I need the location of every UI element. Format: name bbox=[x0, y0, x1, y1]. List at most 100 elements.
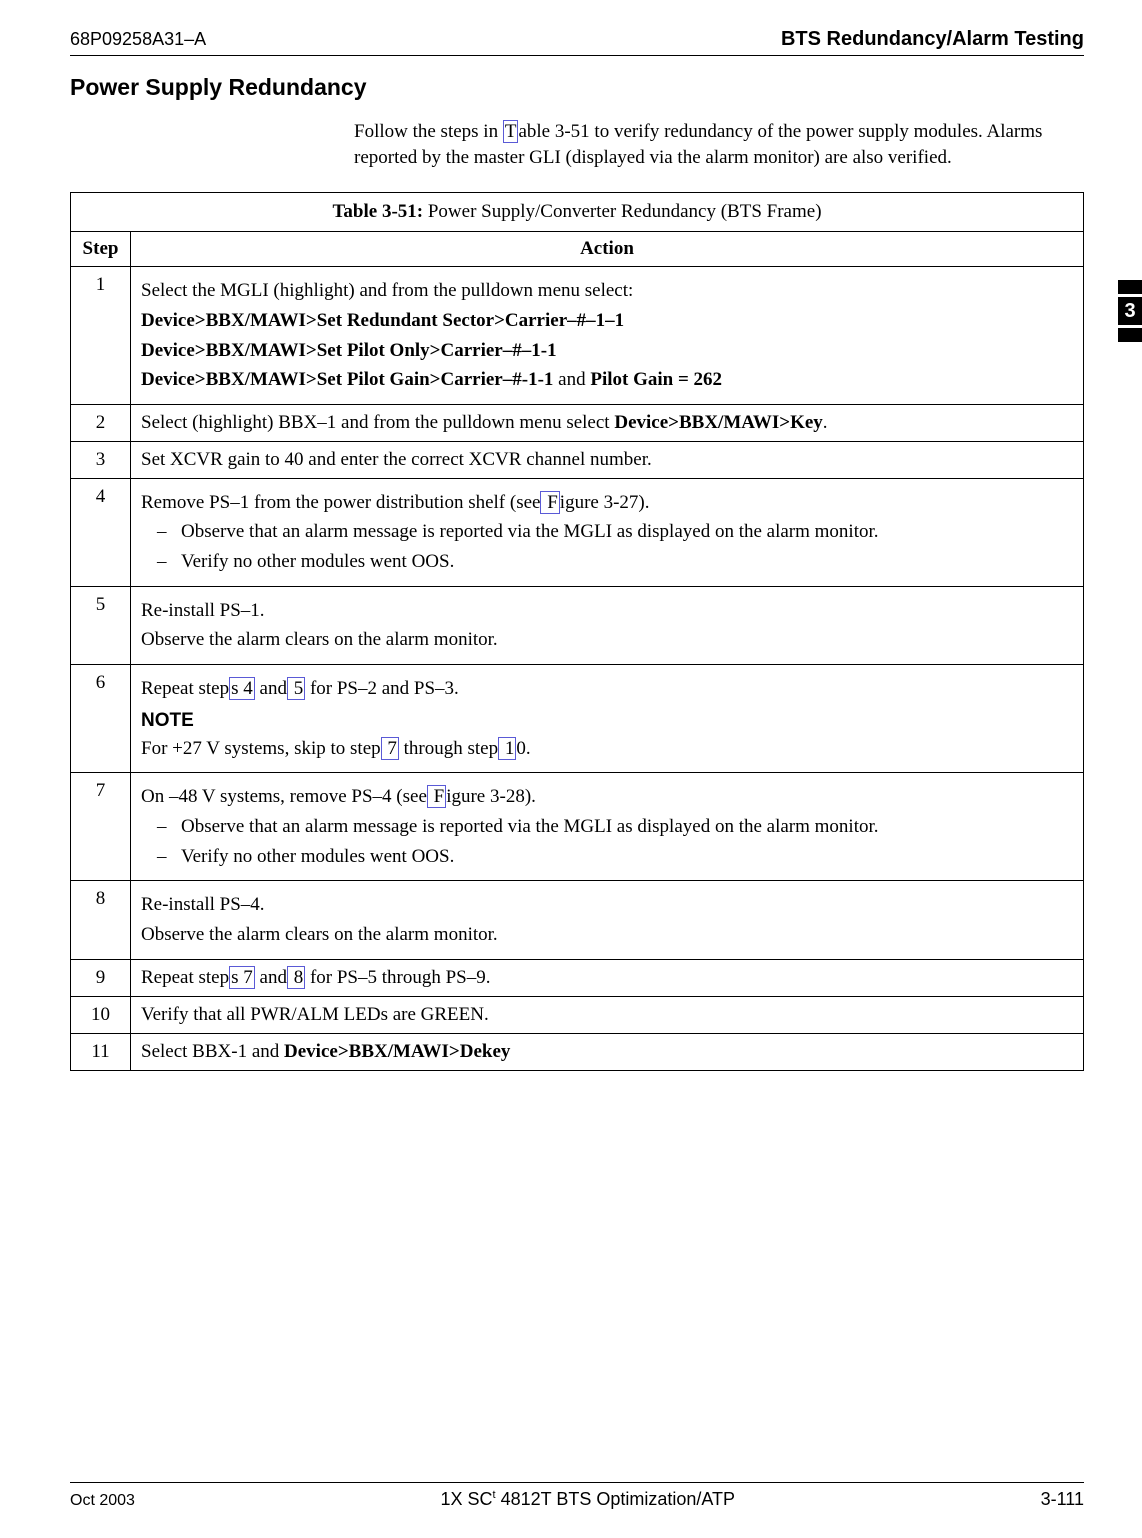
page-header: 68P09258A31–A BTS Redundancy/Alarm Testi… bbox=[70, 28, 1084, 51]
step-number: 9 bbox=[71, 959, 131, 996]
action-text: Select the MGLI (highlight) and from the… bbox=[141, 278, 1073, 304]
bullet-text: Observe that an alarm message is reporte… bbox=[181, 814, 879, 840]
table-row: 11 Select BBX-1 and Device>BBX/MAWI>Deke… bbox=[71, 1033, 1084, 1070]
action-text: On –48 V systems, remove PS–4 (see Figur… bbox=[141, 784, 1073, 810]
step-ref-link[interactable]: 5 bbox=[287, 677, 305, 700]
step-number: 1 bbox=[71, 267, 131, 405]
bullet-text: Observe that an alarm message is reporte… bbox=[181, 519, 879, 545]
action-text: . bbox=[823, 412, 828, 433]
step-ref-link[interactable]: 7 bbox=[381, 737, 399, 760]
tab-block bbox=[1118, 280, 1142, 294]
action-text: Re-install PS–4. bbox=[141, 892, 1073, 918]
table-row: 6 Repeat steps 4 and 5 for PS–2 and PS–3… bbox=[71, 665, 1084, 773]
menu-path-part: Pilot Gain = 262 bbox=[590, 369, 722, 390]
action-cell: Remove PS–1 from the power distribution … bbox=[131, 478, 1084, 586]
table-title-rest: Power Supply/Converter Redundancy (BTS F… bbox=[428, 201, 822, 222]
menu-path: Device>BBX/MAWI>Set Pilot Gain>Carrier–#… bbox=[141, 367, 1073, 393]
tab-block bbox=[1118, 328, 1142, 342]
action-text-part: and bbox=[255, 967, 287, 988]
footer-doc-title: 1X SCt 4812T BTS Optimization/ATP bbox=[441, 1489, 736, 1510]
action-cell: Re-install PS–4. Observe the alarm clear… bbox=[131, 881, 1084, 959]
menu-path: Device>BBX/MAWI>Set Pilot Only>Carrier–#… bbox=[141, 338, 1073, 364]
step-ref-link[interactable]: s 7 bbox=[229, 966, 255, 989]
intro-text-before: Follow the steps in bbox=[354, 121, 503, 142]
section-heading: Power Supply Redundancy bbox=[70, 74, 1084, 101]
bullet-item: – Observe that an alarm message is repor… bbox=[157, 814, 1073, 840]
bullet-item: – Verify no other modules went OOS. bbox=[157, 844, 1073, 870]
action-text-part: for PS–5 through PS–9. bbox=[305, 967, 490, 988]
action-cell: Set XCVR gain to 40 and enter the correc… bbox=[131, 441, 1084, 478]
figure-ref-link[interactable]: F bbox=[427, 785, 446, 808]
action-text-part: igure 3-28). bbox=[446, 786, 536, 807]
table-row: 7 On –48 V systems, remove PS–4 (see Fig… bbox=[71, 773, 1084, 881]
bullet-dash: – bbox=[157, 814, 181, 840]
chapter-tab: 3 bbox=[1118, 280, 1142, 342]
step-number: 4 bbox=[71, 478, 131, 586]
table-row: 1 Select the MGLI (highlight) and from t… bbox=[71, 267, 1084, 405]
menu-path: Device>BBX/MAWI>Key bbox=[614, 412, 822, 433]
tab-number: 3 bbox=[1118, 297, 1142, 325]
doc-number: 68P09258A31–A bbox=[70, 29, 206, 50]
table-row: 3 Set XCVR gain to 40 and enter the corr… bbox=[71, 441, 1084, 478]
footer-date: Oct 2003 bbox=[70, 1492, 135, 1510]
action-text-part: Repeat step bbox=[141, 678, 229, 699]
action-text: and bbox=[553, 369, 590, 390]
footer-page-number: 3-111 bbox=[1041, 1489, 1084, 1510]
step-number: 3 bbox=[71, 441, 131, 478]
page: 68P09258A31–A BTS Redundancy/Alarm Testi… bbox=[0, 0, 1142, 1538]
menu-path-part: Device>BBX/MAWI>Set Pilot Gain>Carrier–#… bbox=[141, 369, 553, 390]
action-text: For +27 V systems, skip to step 7 throug… bbox=[141, 736, 1073, 762]
step-number: 10 bbox=[71, 996, 131, 1033]
step-ref-link[interactable]: 1 bbox=[498, 737, 516, 760]
table-row: 9 Repeat steps 7 and 8 for PS–5 through … bbox=[71, 959, 1084, 996]
table-title-prefix: Table 3-51: bbox=[332, 201, 427, 222]
step-number: 7 bbox=[71, 773, 131, 881]
action-cell: Select (highlight) BBX–1 and from the pu… bbox=[131, 404, 1084, 441]
menu-path: Device>BBX/MAWI>Set Redundant Sector>Car… bbox=[141, 308, 1073, 334]
action-text: Observe the alarm clears on the alarm mo… bbox=[141, 922, 1073, 948]
action-cell: Verify that all PWR/ALM LEDs are GREEN. bbox=[131, 996, 1084, 1033]
bullet-item: – Verify no other modules went OOS. bbox=[157, 549, 1073, 575]
col-header-action: Action bbox=[131, 232, 1084, 267]
action-text-part: and bbox=[255, 678, 287, 699]
action-text-part: On –48 V systems, remove PS–4 (see bbox=[141, 786, 427, 807]
action-text: Observe the alarm clears on the alarm mo… bbox=[141, 627, 1073, 653]
step-number: 6 bbox=[71, 665, 131, 773]
action-text-part: For +27 V systems, skip to step bbox=[141, 738, 381, 759]
action-cell: Repeat steps 7 and 8 for PS–5 through PS… bbox=[131, 959, 1084, 996]
header-rule bbox=[70, 55, 1084, 56]
bullet-dash: – bbox=[157, 549, 181, 575]
footer-row: Oct 2003 1X SCt 4812T BTS Optimization/A… bbox=[70, 1489, 1084, 1510]
action-text-part: igure 3-27). bbox=[560, 492, 650, 513]
bullet-text: Verify no other modules went OOS. bbox=[181, 549, 454, 575]
figure-ref-link[interactable]: F bbox=[540, 491, 559, 514]
bullet-text: Verify no other modules went OOS. bbox=[181, 844, 454, 870]
page-footer: Oct 2003 1X SCt 4812T BTS Optimization/A… bbox=[70, 1482, 1084, 1510]
menu-path: Device>BBX/MAWI>Dekey bbox=[284, 1041, 510, 1062]
action-cell: Repeat steps 4 and 5 for PS–2 and PS–3. … bbox=[131, 665, 1084, 773]
bullet-dash: – bbox=[157, 844, 181, 870]
action-text-part: for PS–2 and PS–3. bbox=[305, 678, 459, 699]
action-cell: Re-install PS–1. Observe the alarm clear… bbox=[131, 586, 1084, 664]
table-title-cell: Table 3-51: Power Supply/Converter Redun… bbox=[71, 193, 1084, 232]
action-cell: On –48 V systems, remove PS–4 (see Figur… bbox=[131, 773, 1084, 881]
step-ref-link[interactable]: 8 bbox=[287, 966, 305, 989]
step-number: 2 bbox=[71, 404, 131, 441]
table-row: 10 Verify that all PWR/ALM LEDs are GREE… bbox=[71, 996, 1084, 1033]
table-row: 5 Re-install PS–1. Observe the alarm cle… bbox=[71, 586, 1084, 664]
table-row: 8 Re-install PS–4. Observe the alarm cle… bbox=[71, 881, 1084, 959]
action-text-part: 0. bbox=[516, 738, 530, 759]
action-text: Select (highlight) BBX–1 and from the pu… bbox=[141, 412, 614, 433]
bullet-dash: – bbox=[157, 519, 181, 545]
action-text: Select BBX-1 and bbox=[141, 1041, 284, 1062]
table-ref-link[interactable]: T bbox=[503, 120, 519, 143]
note-heading: NOTE bbox=[141, 710, 1073, 732]
footer-rule bbox=[70, 1482, 1084, 1483]
step-ref-link[interactable]: s 4 bbox=[229, 677, 255, 700]
step-number: 5 bbox=[71, 586, 131, 664]
step-number: 8 bbox=[71, 881, 131, 959]
action-text: Remove PS–1 from the power distribution … bbox=[141, 490, 1073, 516]
action-text-part: through step bbox=[399, 738, 498, 759]
action-text: Repeat steps 4 and 5 for PS–2 and PS–3. bbox=[141, 676, 1073, 702]
page-header-title: BTS Redundancy/Alarm Testing bbox=[781, 28, 1084, 51]
